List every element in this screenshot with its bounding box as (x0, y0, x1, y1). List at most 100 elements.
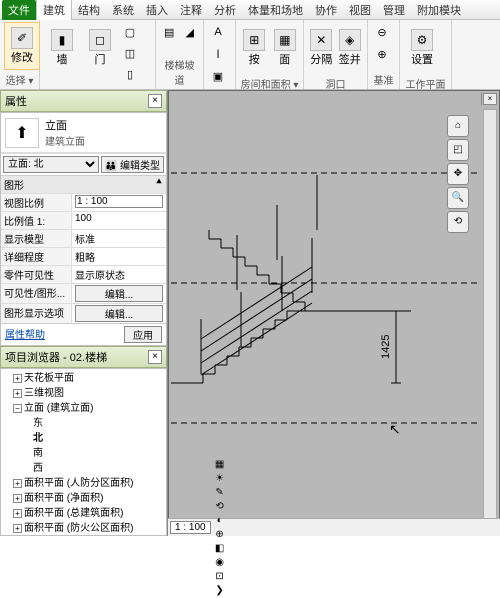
room-sep-button[interactable]: ⊞按 (240, 22, 269, 74)
left-panels: 属性 × ⬆ 立面 建筑立面 立面: 北 👪 编辑类型 图形⯅ 视图比例比例值 … (0, 90, 168, 536)
viewbar-icon[interactable]: ▦ (213, 458, 227, 472)
menu-tab-0[interactable]: 建筑 (36, 0, 72, 20)
menu-tab-4[interactable]: 注释 (174, 0, 208, 20)
property-row: 比例值 1:100 (1, 211, 166, 229)
menu-tab-9[interactable]: 管理 (377, 0, 411, 20)
viewbar-icon[interactable]: ☀ (213, 472, 227, 486)
model-line-icon[interactable]: ⅼ (208, 44, 228, 64)
apply-button[interactable]: 应用 (124, 326, 162, 343)
menu-bar: 文件 建筑 结构 系统 插入 注释 分析 体量和场地 协作 视图 管理 附加模块 (0, 0, 500, 20)
viewbar-icon[interactable]: ◉ (213, 556, 227, 570)
settings-icon: ⚙ (411, 29, 433, 51)
stair-icon[interactable]: ▤ (160, 22, 179, 42)
menu-tab-6[interactable]: 体量和场地 (242, 0, 309, 20)
file-tab[interactable]: 文件 (2, 0, 36, 20)
tree-item[interactable]: 北 (3, 431, 164, 446)
ramp-icon[interactable]: ◢ (181, 22, 200, 42)
viewbar-icon[interactable]: ✎ (213, 486, 227, 500)
browser-title[interactable]: 项目浏览器 - 02.楼梯 × (0, 346, 167, 368)
view-control-bar: 1 : 100 ▦☀✎⟲◐⊕◧◉⊡❯ (168, 518, 500, 536)
close-icon[interactable]: × (148, 94, 162, 108)
menu-tab-7[interactable]: 协作 (309, 0, 343, 20)
menu-tab-10[interactable]: 附加模块 (411, 0, 467, 20)
modify-label: 修改 (11, 49, 33, 65)
home-icon[interactable]: ⌂ (447, 115, 469, 137)
component-icon[interactable]: ◫ (120, 43, 140, 63)
instance-selector[interactable]: 立面: 北 (3, 156, 99, 173)
door-button[interactable]: ◻门 (82, 22, 118, 74)
viewbar-icon[interactable]: ❯ (213, 584, 227, 598)
menu-tab-2[interactable]: 系统 (106, 0, 140, 20)
model-group-icon[interactable]: ▣ (208, 66, 228, 86)
pan-icon[interactable]: ✥ (447, 163, 469, 185)
property-edit-button[interactable]: 编辑... (75, 285, 163, 302)
workplane-button[interactable]: ⚙设置 (404, 22, 440, 74)
tree-item[interactable]: 东 (3, 416, 164, 431)
room-icon: ⊞ (243, 29, 265, 51)
property-row: 显示模型标准 (1, 229, 166, 247)
window-icon[interactable]: ▢ (120, 22, 140, 42)
wall-icon: ▮ (51, 29, 73, 51)
project-browser[interactable]: +天花板平面+三维视图−立面 (建筑立面)东北南西+面积平面 (人防分区面积)+… (0, 368, 167, 536)
area-icon: ▦ (274, 29, 296, 51)
property-row: 可见性/图形...编辑... (1, 283, 166, 303)
grid-icon[interactable]: ⊕ (372, 44, 392, 64)
area-button[interactable]: ▦面 (271, 22, 300, 74)
edit-type-button[interactable]: 👪 编辑类型 (101, 156, 164, 173)
tree-item[interactable]: +三维视图 (3, 386, 164, 401)
viewbar-icon[interactable]: ⟲ (213, 500, 227, 514)
column-icon[interactable]: ▯ (120, 64, 140, 84)
close-icon[interactable]: × (148, 350, 162, 364)
scale-selector[interactable]: 1 : 100 (170, 521, 211, 534)
workplane-group-label: 工作平面 (404, 74, 447, 91)
stair-group-label: 楼梯坡道 (160, 55, 199, 87)
viewcube-icon[interactable]: ◰ (447, 139, 469, 161)
tree-item[interactable]: +天花板平面 (3, 371, 164, 386)
tree-toggle-icon[interactable]: − (13, 404, 22, 413)
tree-item[interactable]: +面积平面 (防火公区面积) (3, 521, 164, 536)
section-graphics[interactable]: 图形⯅ (1, 175, 166, 193)
select-group-label[interactable]: 选择 ▾ (4, 70, 35, 87)
tree-item[interactable]: 南 (3, 446, 164, 461)
type-name: 立面 (45, 117, 85, 133)
tree-toggle-icon[interactable]: + (13, 509, 22, 518)
tree-item[interactable]: −立面 (建筑立面) (3, 401, 164, 416)
zoom-icon[interactable]: 🔍 (447, 187, 469, 209)
tree-toggle-icon[interactable]: + (13, 374, 22, 383)
viewbar-icon[interactable]: ⊡ (213, 570, 227, 584)
menu-tab-1[interactable]: 结构 (72, 0, 106, 20)
datum-group-label: 基准 (372, 70, 395, 87)
scrollbar-vertical[interactable] (483, 109, 497, 521)
type-thumbnail[interactable]: ⬆ (5, 118, 39, 148)
level-icon[interactable]: ⊖ (372, 22, 392, 42)
properties-panel: ⬆ 立面 建筑立面 立面: 北 👪 编辑类型 图形⯅ 视图比例比例值 1:100… (0, 112, 167, 346)
viewbar-icon[interactable]: ◐ (213, 514, 227, 528)
tree-item[interactable]: +面积平面 (净面积) (3, 491, 164, 506)
tree-toggle-icon[interactable]: + (13, 389, 22, 398)
viewbar-icon[interactable]: ◧ (213, 542, 227, 556)
door-icon: ◻ (89, 29, 111, 51)
property-edit-button[interactable]: 编辑... (75, 305, 163, 322)
orbit-icon[interactable]: ⟲ (447, 211, 469, 233)
sep-button[interactable]: ✕分隔 (308, 22, 335, 74)
tree-toggle-icon[interactable]: + (13, 479, 22, 488)
model-text-icon[interactable]: A (208, 22, 228, 42)
tree-item[interactable]: +面积平面 (总建筑面积) (3, 506, 164, 521)
tree-toggle-icon[interactable]: + (13, 524, 22, 533)
tree-toggle-icon[interactable]: + (13, 494, 22, 503)
property-row: 零件可见性显示原状态 (1, 265, 166, 283)
tag-button[interactable]: ◈签并 (337, 22, 364, 74)
property-input[interactable] (75, 195, 163, 208)
menu-tab-5[interactable]: 分析 (208, 0, 242, 20)
properties-help-link[interactable]: 属性帮助 (5, 326, 45, 343)
viewbar-icon[interactable]: ⊕ (213, 528, 227, 542)
tree-item[interactable]: 西 (3, 461, 164, 476)
wall-button[interactable]: ▮墙 (44, 22, 80, 74)
menu-tab-3[interactable]: 插入 (140, 0, 174, 20)
tree-item[interactable]: +面积平面 (人防分区面积) (3, 476, 164, 491)
menu-tab-8[interactable]: 视图 (343, 0, 377, 20)
close-view-icon[interactable]: × (483, 93, 497, 105)
sep-icon: ✕ (310, 29, 332, 51)
properties-title[interactable]: 属性 × (0, 90, 167, 112)
modify-button[interactable]: ✐ 修改 (4, 22, 40, 70)
